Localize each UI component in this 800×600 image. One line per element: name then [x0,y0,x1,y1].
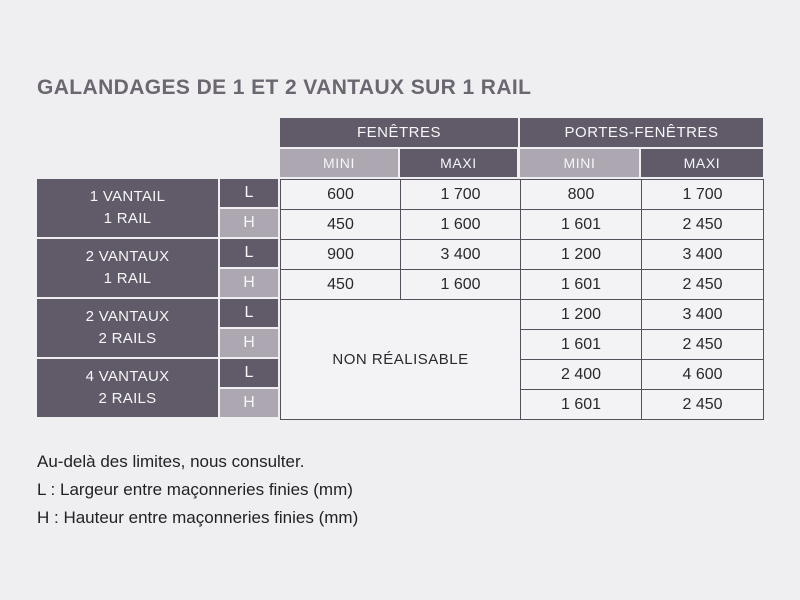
value-cell: 450 [280,209,401,240]
value-cell: 1 700 [400,179,521,210]
dimensions-table: FENÊTRES PORTES-FENÊTRES MINI MAXI MINI … [37,118,764,420]
value-cell: 2 450 [641,389,764,420]
dim-label-l: L [220,239,278,267]
value-cell: 1 601 [520,329,642,360]
value-cell: 1 600 [400,209,521,240]
row-group-2-vantaux-2-rails: 2 VANTAUX 2 RAILS [37,299,218,357]
footnote-consult: Au-delà des limites, nous consulter. [37,452,305,471]
table-row: 900 3 400 1 200 3 400 [280,239,764,270]
table-row: 600 1 700 800 1 700 [280,179,764,210]
value-cell: 600 [280,179,401,210]
value-cell: 2 400 [520,359,642,390]
column-group-portes-fenetres: PORTES-FENÊTRES [520,118,763,147]
row-group-1-vantail-1-rail: 1 VANTAIL 1 RAIL [37,179,218,237]
value-cell: 3 400 [400,239,521,270]
row-group-label-line2: 1 RAIL [103,270,152,287]
dim-label-h: H [220,329,278,357]
value-cell: 1 200 [520,299,642,330]
row-group-label-line1: 4 VANTAUX [85,368,170,385]
value-cell: 1 601 [520,389,642,420]
value-cell: 2 450 [641,209,764,240]
value-cell: 2 450 [641,269,764,300]
subheader-fenetres-maxi: MAXI [400,149,517,177]
dim-label-l: L [220,179,278,207]
table-row: 450 1 600 1 601 2 450 [280,269,764,300]
value-cell: 450 [280,269,401,300]
table-row: 1 601 2 450 [281,389,764,420]
subheader-portes-maxi: MAXI [641,149,763,177]
page-title: GALANDAGES DE 1 ET 2 VANTAUX SUR 1 RAIL [37,76,532,99]
table-row: 1 601 2 450 [281,329,764,360]
row-group-2-vantaux-1-rail: 2 VANTAUX 1 RAIL [37,239,218,297]
footnotes: Au-delà des limites, nous consulter. L :… [37,448,358,532]
row-group-label-line2: 2 RAILS [98,330,157,347]
value-cell: 1 200 [520,239,642,270]
value-cell: 3 400 [641,299,764,330]
value-cell: 1 601 [520,209,642,240]
footnote-hauteur: H : Hauteur entre maçonneries finies (mm… [37,508,359,527]
dim-label-h: H [220,269,278,297]
row-group-4-vantaux-2-rails: 4 VANTAUX 2 RAILS [37,359,218,417]
row-group-label-line1: 1 VANTAIL [89,188,166,205]
row-group-label-line2: 2 RAILS [98,390,157,407]
row-group-label-line2: 1 RAIL [103,210,152,227]
value-cell: 4 600 [641,359,764,390]
subheader-portes-mini: MINI [520,149,639,177]
values-grid: 600 1 700 800 1 700 450 1 600 1 601 2 45… [280,179,764,420]
column-group-fenetres: FENÊTRES [280,118,518,147]
value-cell: 1 600 [400,269,521,300]
dim-label-h: H [220,209,278,237]
dim-label-l: L [220,299,278,327]
value-cell: 800 [520,179,642,210]
row-group-label-line1: 2 VANTAUX [85,308,170,325]
non-realisable-cell: NON RÉALISABLE [280,299,521,420]
value-cell: 1 601 [520,269,642,300]
table-row: 450 1 600 1 601 2 450 [280,209,764,240]
table-row: NON RÉALISABLE 1 200 3 400 [280,299,764,420]
dim-label-l: L [220,359,278,387]
value-cell: 1 700 [641,179,764,210]
row-group-label-line1: 2 VANTAUX [85,248,170,265]
footnote-largeur: L : Largeur entre maçonneries finies (mm… [37,480,353,499]
value-cell: 2 450 [641,329,764,360]
value-cell: 3 400 [641,239,764,270]
dim-label-h: H [220,389,278,417]
subheader-fenetres-mini: MINI [280,149,398,177]
value-cell: 900 [280,239,401,270]
